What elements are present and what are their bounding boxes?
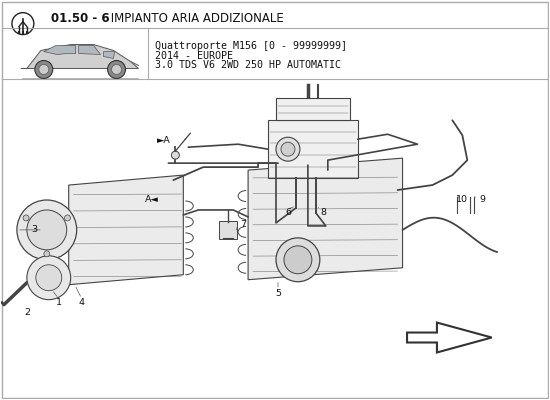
- Polygon shape: [69, 175, 183, 285]
- Circle shape: [64, 215, 70, 221]
- Circle shape: [17, 200, 76, 260]
- Bar: [268, 120, 358, 178]
- Circle shape: [172, 151, 179, 159]
- Polygon shape: [44, 46, 76, 54]
- Polygon shape: [79, 46, 101, 54]
- Text: 6: 6: [285, 208, 291, 218]
- Circle shape: [276, 137, 300, 161]
- Text: Quattroporte M156 [0 - 99999999]: Quattroporte M156 [0 - 99999999]: [156, 40, 348, 50]
- Text: 7: 7: [240, 220, 246, 230]
- Text: 3: 3: [31, 225, 37, 234]
- Circle shape: [35, 60, 53, 78]
- Polygon shape: [103, 52, 114, 58]
- Polygon shape: [407, 322, 492, 352]
- Text: ►A: ►A: [157, 136, 170, 145]
- Text: 01.50 - 6: 01.50 - 6: [51, 12, 109, 25]
- Circle shape: [112, 64, 122, 74]
- Bar: [276, 98, 350, 120]
- Circle shape: [281, 142, 295, 156]
- Circle shape: [27, 256, 71, 300]
- Circle shape: [36, 265, 62, 291]
- Text: 2: 2: [24, 308, 30, 317]
- Circle shape: [108, 60, 125, 78]
- Circle shape: [27, 210, 67, 250]
- Text: 9: 9: [479, 196, 485, 204]
- Circle shape: [44, 251, 50, 257]
- Circle shape: [284, 246, 312, 274]
- Text: 2014 - EUROPE: 2014 - EUROPE: [156, 50, 233, 60]
- Text: 3.0 TDS V6 2WD 250 HP AUTOMATIC: 3.0 TDS V6 2WD 250 HP AUTOMATIC: [156, 60, 342, 70]
- Text: 5: 5: [275, 289, 281, 298]
- Circle shape: [276, 238, 320, 282]
- Circle shape: [39, 64, 49, 74]
- Text: IMPIANTO ARIA ADDIZIONALE: IMPIANTO ARIA ADDIZIONALE: [107, 12, 283, 25]
- Text: 8: 8: [321, 208, 327, 218]
- Text: 4: 4: [79, 298, 85, 307]
- Text: 10: 10: [456, 196, 469, 204]
- Text: 1: 1: [56, 298, 62, 307]
- FancyBboxPatch shape: [219, 221, 237, 239]
- Polygon shape: [248, 158, 403, 280]
- Polygon shape: [21, 44, 139, 68]
- Text: A◄: A◄: [145, 196, 158, 204]
- Circle shape: [23, 215, 29, 221]
